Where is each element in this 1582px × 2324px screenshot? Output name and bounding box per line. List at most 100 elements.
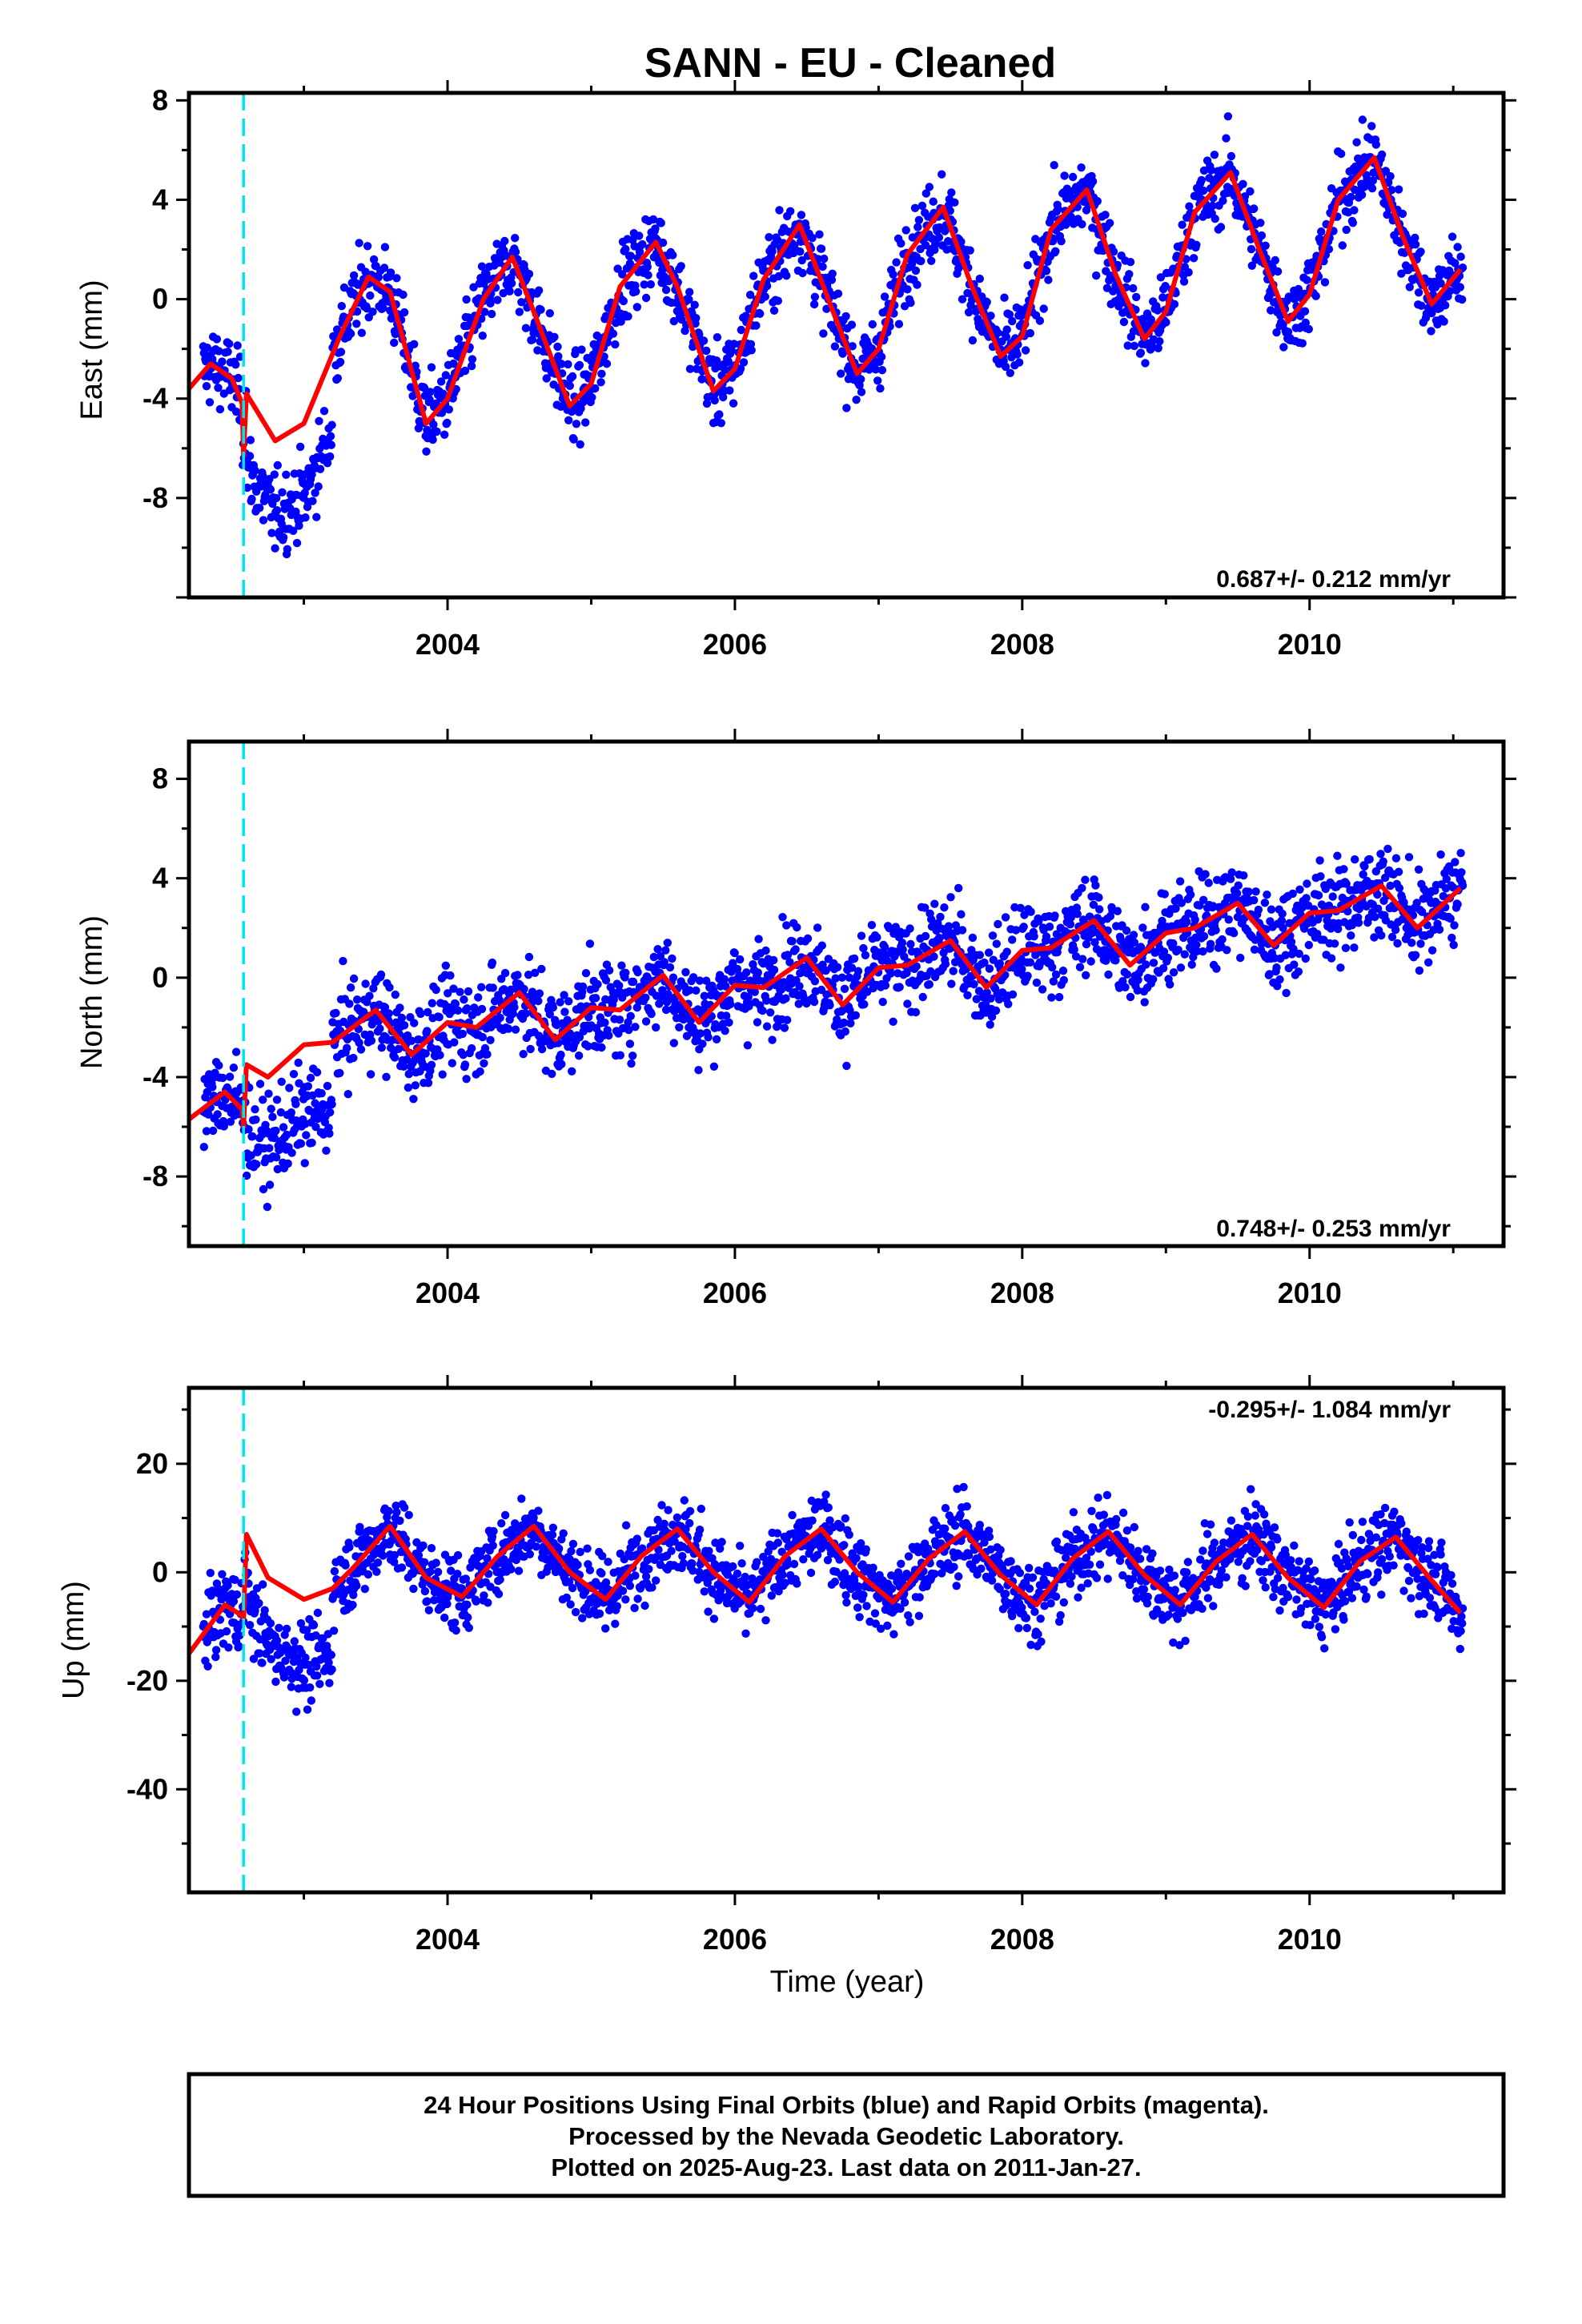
data-point	[601, 975, 611, 985]
data-point	[300, 1159, 309, 1168]
data-point	[327, 1100, 336, 1109]
data-point	[1068, 172, 1078, 182]
data-point	[554, 352, 563, 361]
data-point	[345, 1542, 354, 1552]
data-point	[384, 1506, 393, 1516]
data-point	[1199, 947, 1207, 956]
data-point	[453, 1550, 463, 1560]
data-point	[467, 1043, 476, 1053]
data-point	[1441, 301, 1450, 310]
data-point	[323, 1081, 332, 1091]
data-point	[600, 1018, 609, 1027]
data-point	[1047, 993, 1056, 1002]
data-point	[578, 982, 588, 991]
data-point	[272, 493, 281, 503]
data-point	[994, 919, 1002, 929]
data-point	[764, 1547, 773, 1556]
data-point	[1281, 951, 1291, 959]
data-point	[224, 1643, 233, 1652]
data-point	[791, 945, 800, 954]
east-points	[199, 112, 1468, 559]
data-point	[564, 360, 572, 369]
data-point	[927, 256, 936, 265]
data-point	[1295, 949, 1303, 959]
data-point	[1162, 318, 1170, 327]
data-point	[838, 349, 847, 358]
data-point	[456, 987, 464, 996]
data-point	[873, 376, 882, 385]
data-point	[313, 1608, 323, 1618]
data-point	[1244, 887, 1253, 896]
data-point	[564, 997, 573, 1006]
data-point	[946, 207, 954, 215]
data-point	[1327, 954, 1336, 963]
data-point	[913, 223, 922, 231]
data-point	[266, 485, 275, 494]
data-point	[641, 293, 651, 303]
data-point	[1094, 893, 1103, 902]
data-point	[716, 1544, 725, 1554]
data-point	[562, 1593, 571, 1602]
data-point	[204, 1110, 213, 1119]
data-point	[384, 1009, 393, 1018]
data-point	[782, 921, 791, 930]
data-point	[576, 440, 584, 449]
data-point	[1436, 850, 1445, 859]
data-point	[1250, 204, 1259, 213]
data-point	[626, 251, 635, 260]
data-point	[1387, 186, 1396, 195]
data-point	[270, 470, 279, 479]
data-point	[494, 1590, 504, 1598]
data-point	[819, 254, 829, 263]
data-point	[355, 1038, 363, 1047]
data-point	[512, 1555, 520, 1565]
data-point	[421, 1049, 430, 1058]
data-point	[1338, 241, 1347, 250]
data-point	[203, 1088, 211, 1096]
data-point	[819, 1498, 829, 1506]
data-point	[283, 545, 292, 553]
data-point	[641, 1572, 651, 1581]
data-point	[938, 170, 946, 179]
data-point	[345, 999, 354, 1008]
data-point	[1377, 931, 1386, 940]
data-point	[1294, 967, 1303, 976]
data-point	[327, 1651, 335, 1659]
data-point	[323, 459, 332, 468]
up-points	[199, 1482, 1468, 1716]
data-point	[827, 275, 837, 284]
data-point	[464, 987, 473, 996]
data-point	[441, 961, 450, 971]
data-point	[226, 1117, 235, 1127]
data-point	[1042, 932, 1051, 941]
y-tick-label: -8	[143, 481, 168, 514]
data-point	[575, 1033, 584, 1042]
data-point	[573, 1560, 582, 1570]
data-point	[1230, 929, 1239, 938]
data-point	[409, 1584, 418, 1594]
data-point	[399, 290, 408, 300]
data-point	[1272, 963, 1281, 972]
data-point	[846, 1019, 855, 1028]
data-point	[550, 332, 559, 341]
data-point	[443, 1599, 452, 1609]
data-point	[1039, 304, 1048, 313]
data-point	[583, 1544, 592, 1553]
data-point	[1206, 939, 1215, 949]
y-tick-label: 0	[152, 961, 168, 994]
data-point	[1078, 219, 1086, 229]
data-point	[752, 321, 761, 330]
data-point	[877, 366, 887, 375]
data-point	[936, 912, 945, 922]
data-point	[1111, 956, 1120, 965]
data-point	[695, 1567, 704, 1577]
data-point	[1088, 177, 1098, 186]
data-point	[352, 320, 361, 328]
data-point	[520, 984, 528, 994]
data-point	[851, 1011, 861, 1020]
data-point	[885, 923, 893, 933]
data-point	[591, 384, 600, 393]
data-point	[1371, 140, 1381, 149]
data-point	[474, 993, 483, 1002]
data-point	[464, 1613, 472, 1622]
